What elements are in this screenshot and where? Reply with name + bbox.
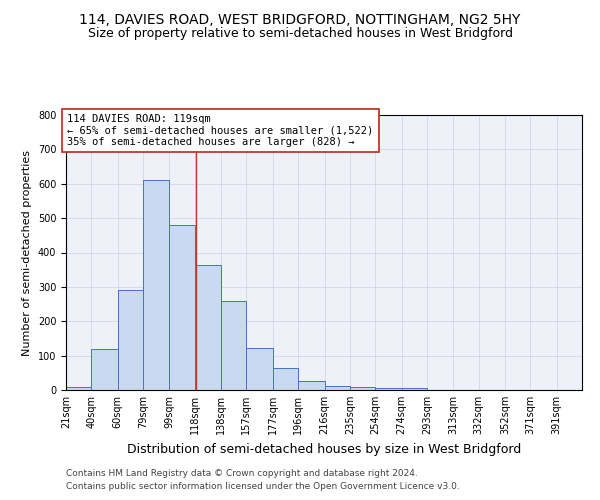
- Text: 114, DAVIES ROAD, WEST BRIDGFORD, NOTTINGHAM, NG2 5HY: 114, DAVIES ROAD, WEST BRIDGFORD, NOTTIN…: [79, 12, 521, 26]
- Text: Size of property relative to semi-detached houses in West Bridgford: Size of property relative to semi-detach…: [88, 28, 512, 40]
- Bar: [375, 388, 401, 390]
- Text: Contains HM Land Registry data © Crown copyright and database right 2024.: Contains HM Land Registry data © Crown c…: [66, 468, 418, 477]
- Bar: [247, 348, 273, 390]
- Bar: [118, 290, 143, 390]
- Bar: [91, 349, 118, 390]
- Bar: [221, 301, 247, 390]
- X-axis label: Distribution of semi-detached houses by size in West Bridgford: Distribution of semi-detached houses by …: [127, 442, 521, 456]
- Bar: [298, 382, 325, 390]
- Text: 114 DAVIES ROAD: 119sqm
← 65% of semi-detached houses are smaller (1,522)
35% of: 114 DAVIES ROAD: 119sqm ← 65% of semi-de…: [67, 114, 374, 147]
- Bar: [273, 368, 298, 390]
- Bar: [66, 387, 91, 390]
- Y-axis label: Number of semi-detached properties: Number of semi-detached properties: [22, 150, 32, 356]
- Bar: [350, 387, 375, 390]
- Text: Contains public sector information licensed under the Open Government Licence v3: Contains public sector information licen…: [66, 482, 460, 491]
- Bar: [143, 180, 169, 390]
- Bar: [325, 386, 350, 390]
- Bar: [169, 225, 194, 390]
- Bar: [194, 264, 221, 390]
- Bar: [401, 388, 427, 390]
